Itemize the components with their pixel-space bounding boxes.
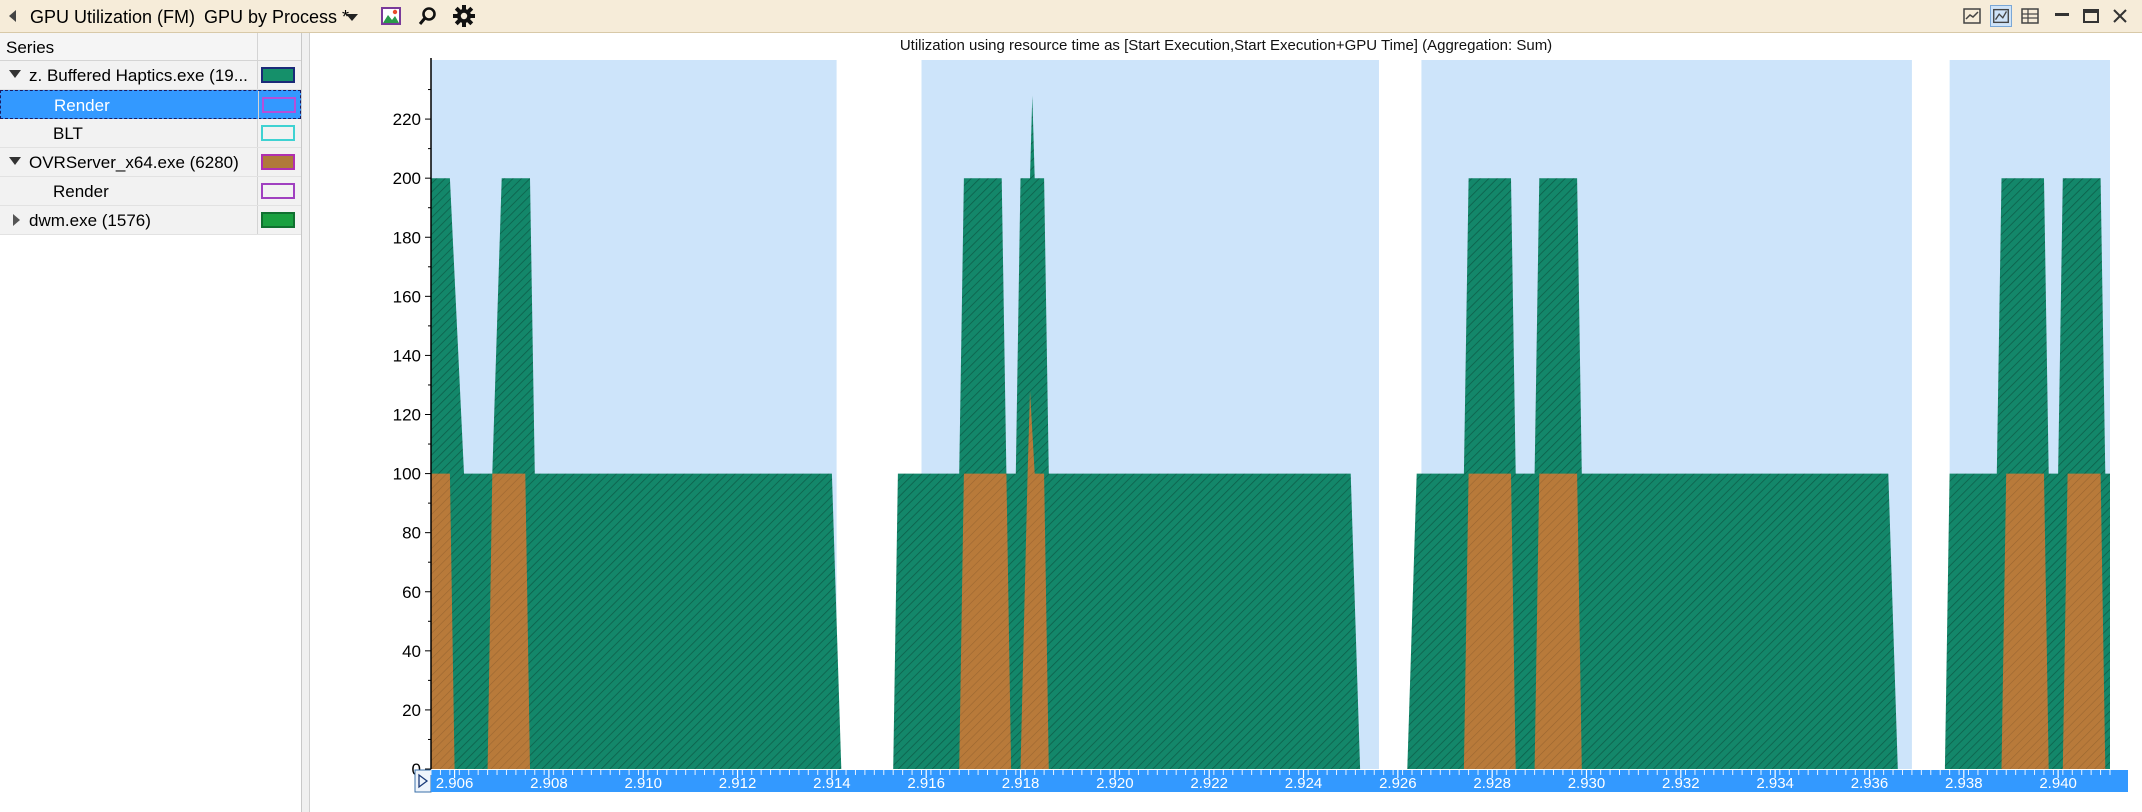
column-divider [257, 148, 258, 176]
view-title: GPU Utilization (FM) [30, 7, 196, 27]
series-color-swatch[interactable] [261, 154, 295, 170]
y-tick-label: 20 [402, 701, 421, 720]
x-tick-label: 2.916 [907, 775, 945, 792]
x-tick-label: 2.922 [1190, 775, 1228, 792]
expand-right-icon[interactable] [13, 214, 20, 226]
column-divider [257, 119, 258, 147]
y-tick-label: 80 [402, 524, 421, 543]
y-tick-label: 60 [402, 583, 421, 602]
series-row[interactable]: z. Buffered Haptics.exe (19... [0, 61, 301, 90]
series-row[interactable]: OVRServer_x64.exe (6280) [0, 148, 301, 177]
series-color-swatch[interactable] [261, 125, 295, 141]
y-tick-label: 200 [393, 169, 421, 188]
expand-down-icon[interactable] [9, 70, 21, 78]
x-tick-label: 2.936 [1851, 775, 1889, 792]
y-tick-label: 140 [393, 346, 421, 365]
column-divider [258, 91, 259, 119]
x-tick-label: 2.930 [1568, 775, 1606, 792]
series-color-swatch[interactable] [262, 97, 296, 113]
graph-only-icon[interactable] [1961, 5, 1983, 27]
graph-image-icon[interactable] [380, 5, 402, 27]
x-tick-label: 2.924 [1285, 775, 1323, 792]
column-divider [257, 206, 258, 234]
x-tick-label: 2.910 [624, 775, 662, 792]
series-row-label: Render [53, 182, 109, 201]
series-row-label: BLT [53, 124, 83, 143]
x-tick-label: 2.918 [1002, 775, 1040, 792]
x-tick-label: 2.912 [719, 775, 757, 792]
chart-canvas[interactable]: 0204060801001201401601802002202.9062.908… [310, 33, 2142, 812]
x-tick-label: 2.920 [1096, 775, 1134, 792]
utilization-chart[interactable]: Utilization using resource time as [Star… [310, 33, 2142, 812]
series-panel: Series z. Buffered Haptics.exe (19... Ren… [0, 33, 302, 812]
preset-selector[interactable]: GPU by Process * [204, 7, 350, 27]
series-row-label: OVRServer_x64.exe (6280) [29, 153, 239, 172]
expand-right-icon[interactable] [418, 773, 429, 789]
maximize-icon[interactable] [2080, 5, 2102, 27]
x-tick-label: 2.938 [1945, 775, 1983, 792]
collapse-view-icon[interactable] [9, 10, 16, 22]
x-tick-label: 2.926 [1379, 775, 1417, 792]
y-tick-label: 220 [393, 110, 421, 129]
series-color-swatch[interactable] [261, 212, 295, 228]
x-tick-label: 2.932 [1662, 775, 1700, 792]
x-axis-bar[interactable] [431, 770, 2128, 792]
series-color-swatch[interactable] [261, 67, 295, 83]
table-only-icon[interactable] [2019, 5, 2041, 27]
expand-down-icon[interactable] [9, 157, 21, 165]
y-tick-label: 160 [393, 287, 421, 306]
series-row[interactable]: dwm.exe (1576) [0, 206, 301, 235]
series-color-swatch[interactable] [261, 183, 295, 199]
close-icon[interactable] [2109, 5, 2131, 27]
haptics-area[interactable] [431, 95, 2110, 770]
gear-icon[interactable] [453, 5, 475, 27]
search-icon[interactable] [417, 5, 439, 27]
x-tick-label: 2.928 [1473, 775, 1511, 792]
series-row[interactable]: Render [0, 177, 301, 206]
series-header[interactable]: Series [0, 33, 301, 61]
x-tick-label: 2.940 [2039, 775, 2077, 792]
x-tick-label: 2.934 [1756, 775, 1794, 792]
series-header-label: Series [6, 38, 55, 57]
chevron-down-icon[interactable] [346, 14, 358, 21]
series-row-label: dwm.exe (1576) [29, 211, 151, 230]
y-tick-label: 180 [393, 228, 421, 247]
column-divider[interactable] [257, 33, 258, 61]
graph-and-table-icon[interactable] [1990, 5, 2012, 27]
x-tick-label: 2.908 [530, 775, 568, 792]
column-divider [257, 177, 258, 205]
minimize-icon[interactable] [2051, 5, 2073, 27]
y-tick-label: 100 [393, 465, 421, 484]
x-tick-label: 2.914 [813, 775, 851, 792]
series-row-label: Render [54, 96, 110, 115]
splitter[interactable] [302, 33, 310, 812]
series-row[interactable]: BLT [0, 119, 301, 148]
view-title-bar: GPU Utilization (FM) GPU by Process * [0, 0, 2142, 33]
chart-title: Utilization using resource time as [Star… [899, 37, 1553, 54]
series-row-label: z. Buffered Haptics.exe (19... [29, 66, 248, 85]
y-tick-label: 120 [393, 406, 421, 425]
x-tick-label: 2.906 [436, 775, 474, 792]
series-row[interactable]: Render [0, 90, 301, 119]
y-tick-label: 40 [402, 642, 421, 661]
zoom-to-fit-icon[interactable] [414, 769, 432, 793]
column-divider [257, 61, 258, 89]
